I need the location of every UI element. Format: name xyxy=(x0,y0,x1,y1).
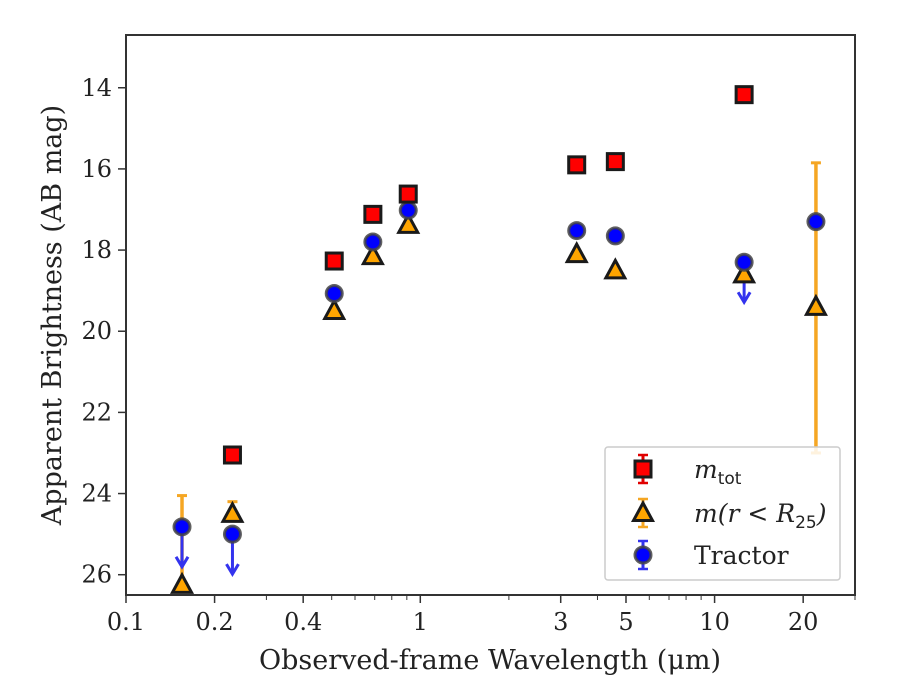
data-point-circle xyxy=(398,200,418,220)
data-point-square xyxy=(363,204,383,224)
legend-frame xyxy=(604,446,841,581)
legend-marker-circle xyxy=(633,545,653,565)
y-tick-label: 14 xyxy=(81,74,112,102)
data-point-square xyxy=(324,251,344,271)
legend-marker-square xyxy=(633,459,653,479)
data-point-triangle xyxy=(803,293,828,316)
data-point-circle xyxy=(806,212,826,232)
plot-area-frame xyxy=(125,34,856,596)
data-point-circle xyxy=(172,517,192,537)
data-point-circle xyxy=(605,226,625,246)
upper-limit-arrowhead xyxy=(174,556,190,570)
data-point-triangle xyxy=(732,261,757,284)
x-tick-label: 20 xyxy=(788,608,819,636)
data-point-triangle xyxy=(603,257,628,280)
data-point-triangle xyxy=(360,243,385,266)
data-point-triangle xyxy=(396,211,421,234)
x-tick-label: 0.2 xyxy=(196,608,234,636)
x-axis-ticks: 0.1 0.2 0.4 1 3 5 10 20 xyxy=(107,595,856,636)
data-markers xyxy=(169,85,828,594)
data-point-circle xyxy=(222,524,242,544)
y-tick-label: 18 xyxy=(81,236,112,264)
upper-limit-arrowhead xyxy=(736,291,752,306)
y-tick-label: 24 xyxy=(81,480,112,508)
data-point-circle xyxy=(734,252,754,272)
y-axis-label: Apparent Brightness (AB mag) xyxy=(37,105,68,526)
legend: mtot m(r < R25) Tractor xyxy=(604,446,841,581)
y-tick-label: 26 xyxy=(81,561,112,589)
data-point-square xyxy=(734,85,754,105)
y-tick-label: 22 xyxy=(81,398,112,426)
x-tick-label: 3 xyxy=(553,608,568,636)
x-tick-label: 0.1 xyxy=(107,608,145,636)
x-tick-label: 1 xyxy=(413,608,428,636)
legend-marker-triangle xyxy=(630,499,656,522)
x-axis-label: Observed-frame Wavelength (μm) xyxy=(259,645,721,676)
data-point-triangle xyxy=(169,571,195,594)
data-point-triangle xyxy=(322,297,347,320)
x-tick-label: 0.4 xyxy=(284,608,322,636)
axes xyxy=(125,34,856,596)
data-point-square xyxy=(567,155,587,175)
legend-label: mtot xyxy=(694,455,742,489)
x-tick-label: 10 xyxy=(699,608,730,636)
data-point-triangle xyxy=(220,500,245,523)
y-axis-ticks: 14 16 18 20 22 24 26 xyxy=(81,74,126,589)
data-point-square xyxy=(398,184,418,204)
data-point-circle xyxy=(363,232,383,252)
upper-limit-arrowhead xyxy=(225,563,240,578)
data-point-circle xyxy=(324,283,344,303)
y-tick-label: 20 xyxy=(81,317,112,345)
legend-label: Tractor xyxy=(694,541,789,570)
data-point-square xyxy=(222,445,242,465)
x-tick-label: 5 xyxy=(618,608,633,636)
legend-label: m(r < R25) xyxy=(694,499,826,533)
data-point-circle xyxy=(567,221,587,241)
data-point-triangle xyxy=(564,240,589,264)
data-point-square xyxy=(605,152,625,172)
y-tick-label: 16 xyxy=(81,155,112,183)
